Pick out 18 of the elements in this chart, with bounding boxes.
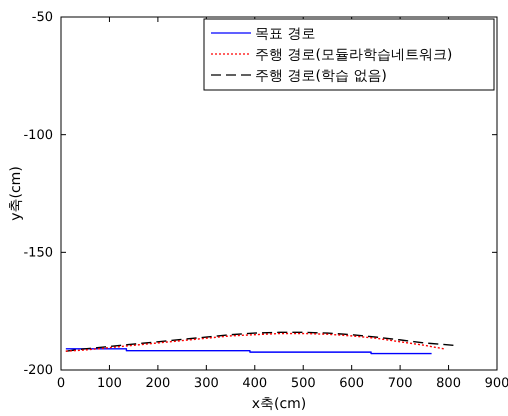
y-tick-label: -150: [23, 245, 53, 260]
x-tick-label: 500: [290, 376, 316, 392]
x-tick-label: 700: [388, 376, 413, 392]
y-axis-title: y축(cm): [8, 166, 24, 221]
x-axis-title: x축(cm): [252, 396, 306, 412]
x-tick-label: 800: [436, 376, 461, 392]
x-tick-label: 600: [339, 376, 364, 392]
x-tick-label: 300: [194, 376, 219, 392]
x-tick-label: 200: [145, 376, 170, 392]
legend-label: 주행 경로(학습 없음): [255, 68, 387, 84]
y-tick-label: -200: [23, 363, 53, 378]
legend-label: 목표 경로: [255, 26, 316, 42]
x-tick-label: 400: [242, 376, 268, 392]
y-tick-label: -100: [23, 128, 53, 143]
legend-label: 주행 경로(모듈라학습네트워크): [255, 47, 452, 63]
x-tick-label: 100: [97, 376, 122, 392]
x-tick-label: 0: [56, 376, 66, 392]
y-tick-label: -50: [32, 10, 53, 26]
